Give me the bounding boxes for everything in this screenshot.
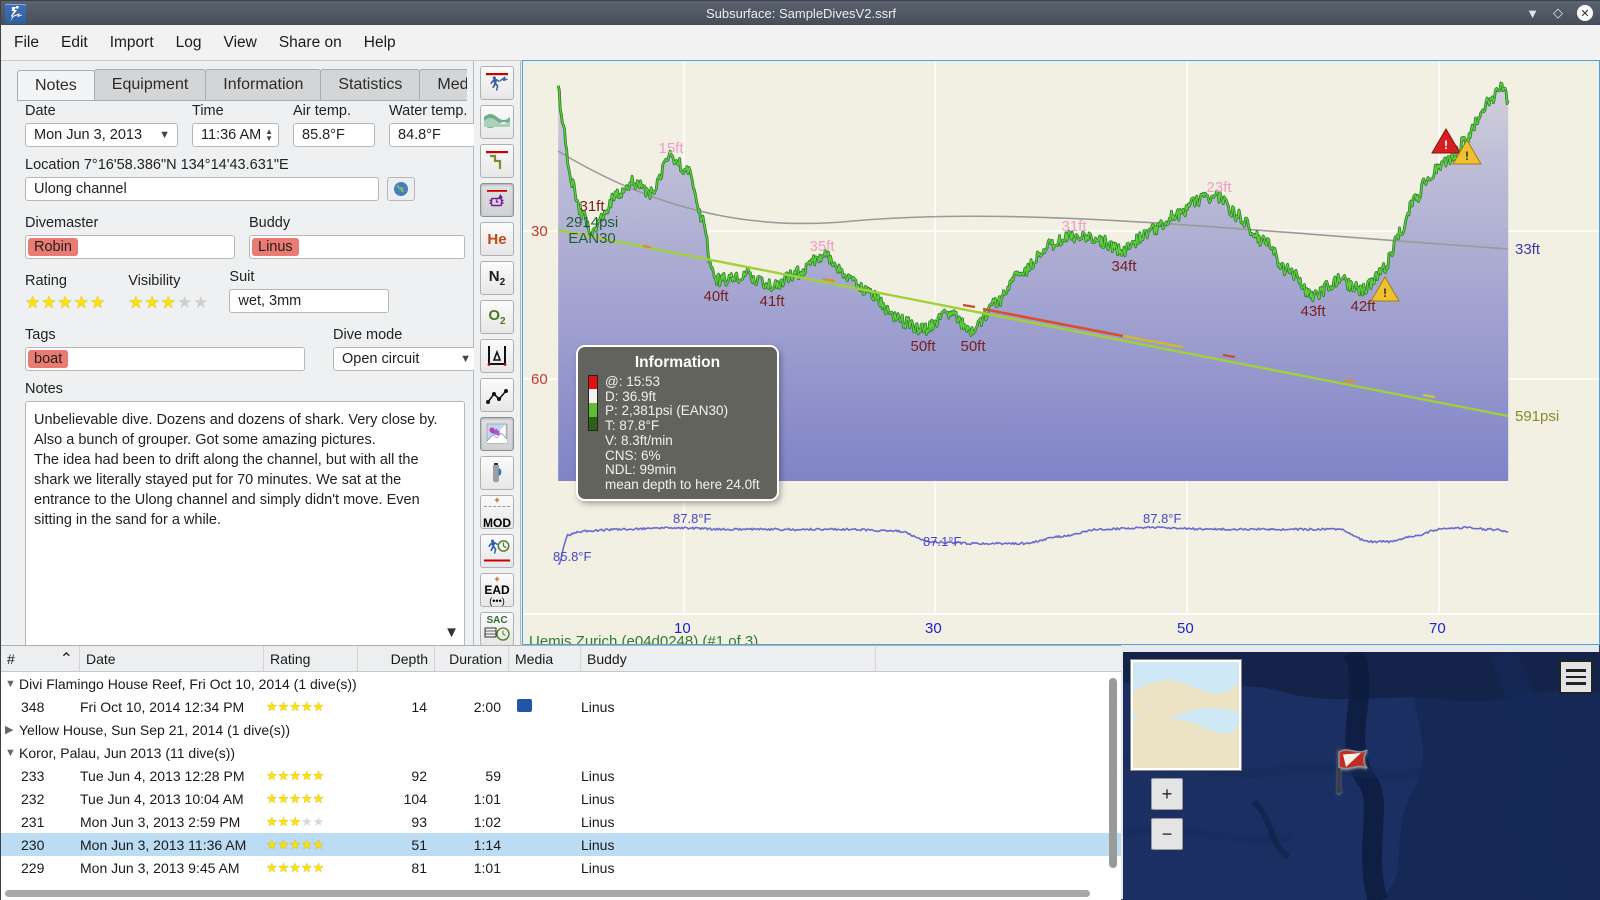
svg-text:23ft: 23ft [1206,179,1232,196]
svg-text:60: 60 [531,371,548,388]
svg-text:87.8°F: 87.8°F [673,511,712,526]
svg-text:87.1°F: 87.1°F [923,534,962,549]
svg-text:!: ! [1383,286,1387,300]
svg-text:40ft: 40ft [703,288,729,305]
svg-text:85.8°F: 85.8°F [553,549,592,564]
svg-text:2914psi: 2914psi [566,214,619,231]
svg-text:50: 50 [1177,620,1194,637]
svg-text:35ft: 35ft [809,238,835,255]
svg-text:41ft: 41ft [759,293,785,310]
svg-text:34ft: 34ft [1111,258,1137,275]
svg-text:50ft: 50ft [960,338,986,355]
svg-text:70: 70 [1429,620,1446,637]
svg-text:591psi: 591psi [1515,408,1559,425]
svg-text:31ft: 31ft [1061,218,1087,235]
svg-text:33ft: 33ft [1515,241,1541,258]
svg-text:87.8°F: 87.8°F [1143,511,1182,526]
svg-text:50ft: 50ft [910,338,936,355]
svg-text:31ft: 31ft [579,198,605,215]
svg-text:Uemis Zurich (e04d0248) (#1 of: Uemis Zurich (e04d0248) (#1 of 3) [529,633,758,645]
svg-text:!: ! [1444,138,1448,152]
svg-text:15ft: 15ft [658,140,684,157]
svg-text:!: ! [1465,149,1469,163]
svg-text:30: 30 [531,223,548,240]
svg-text:43ft: 43ft [1300,303,1326,320]
svg-text:EAN30: EAN30 [568,230,616,247]
svg-text:30: 30 [925,620,942,637]
